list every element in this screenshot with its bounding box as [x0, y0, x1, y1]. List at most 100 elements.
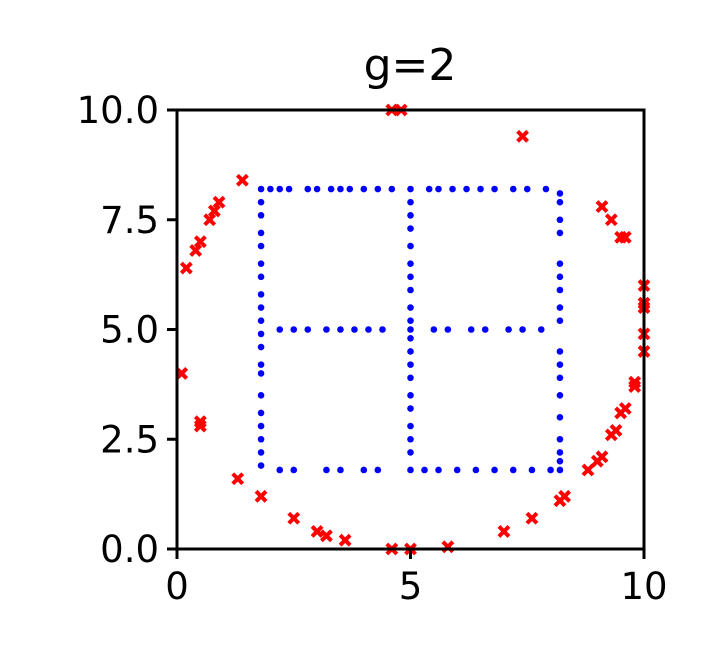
red-x-marker: [212, 195, 226, 209]
blue-point: [556, 317, 564, 325]
red-x-marker: [516, 129, 529, 143]
blue-point: [407, 405, 414, 412]
red-x-marker: [231, 472, 245, 486]
blue-point: [421, 466, 428, 474]
blue-point: [257, 392, 265, 399]
y-tick-label: 10.0: [77, 89, 159, 132]
blue-point: [477, 185, 484, 193]
blue-point: [257, 409, 265, 417]
blue-point: [290, 466, 298, 474]
blue-point: [360, 185, 368, 193]
blue-point: [556, 190, 564, 197]
blue-point: [290, 326, 298, 333]
blue-point: [519, 326, 526, 333]
red-x-marker: [628, 375, 642, 389]
chart-title: g=2: [364, 40, 457, 91]
blue-point: [467, 326, 475, 333]
blue-point: [257, 229, 265, 237]
red-x-marker: [203, 213, 217, 227]
blue-point: [556, 361, 564, 368]
red-x-marker: [581, 463, 595, 477]
blue-point: [257, 330, 265, 338]
blue-point: [463, 185, 470, 193]
blue-point: [346, 185, 354, 193]
red-x-marker: [179, 261, 193, 275]
blue-point: [407, 225, 414, 232]
blue-point: [374, 185, 382, 193]
blue-point: [556, 435, 564, 443]
red-x-marker: [595, 200, 609, 213]
blue-point: [505, 326, 512, 333]
blue-point: [435, 185, 442, 193]
red-x-marker: [207, 204, 221, 218]
red-x-marker: [497, 525, 511, 538]
red-x-marker: [525, 511, 539, 525]
red-x-marker: [193, 235, 207, 249]
blue-point: [388, 185, 396, 193]
blue-point: [276, 466, 284, 474]
blue-point: [257, 242, 265, 250]
blue-point: [257, 198, 265, 206]
blue-point: [481, 326, 489, 333]
blue-point: [327, 185, 335, 193]
blue-point: [379, 326, 386, 333]
blue-point: [365, 326, 372, 333]
blue-point: [407, 374, 414, 382]
blue-point: [453, 466, 461, 474]
blue-point: [556, 273, 564, 281]
blue-point: [407, 198, 414, 206]
blue-point: [556, 198, 564, 206]
blue-point: [407, 273, 414, 281]
blue-point: [449, 185, 456, 193]
blue-point: [257, 304, 265, 311]
blue-point: [556, 466, 564, 474]
blue-point: [407, 304, 414, 311]
red-x-marker: [193, 419, 207, 433]
blue-point: [360, 466, 368, 474]
blue-point: [257, 449, 265, 456]
red-x-marker: [604, 213, 618, 227]
y-tick-label: 5.0: [100, 309, 159, 352]
blue-point: [323, 466, 330, 474]
blue-point: [351, 326, 358, 333]
red-x-marker: [609, 424, 623, 437]
blue-point: [257, 370, 265, 377]
points-layer: [175, 103, 651, 556]
blue-point: [556, 286, 564, 294]
blue-point: [528, 466, 536, 474]
blue-point: [337, 185, 344, 193]
blue-point: [407, 392, 414, 399]
blue-point: [407, 449, 414, 456]
blue-point: [276, 326, 284, 333]
blue-point: [337, 466, 344, 474]
blue-point: [407, 334, 414, 342]
blue-point: [407, 185, 414, 193]
x-tick-label: 0: [165, 565, 189, 608]
x-tick-label: 5: [399, 565, 423, 608]
blue-point: [407, 326, 414, 333]
red-x-marker: [338, 533, 352, 547]
blue-point: [407, 466, 414, 474]
blue-point: [407, 361, 414, 368]
x-tick-label: 10: [620, 565, 667, 608]
red-x-marker: [320, 529, 333, 543]
blue-point: [556, 392, 564, 399]
y-tick-label: 2.5: [100, 418, 159, 461]
red-x-marker: [618, 402, 632, 415]
blue-point: [425, 185, 433, 193]
blue-point: [556, 449, 564, 456]
blue-point: [285, 185, 293, 193]
blue-point: [491, 466, 498, 474]
red-x-marker: [595, 450, 609, 464]
red-x-marker: [558, 489, 572, 503]
blue-point: [509, 466, 517, 474]
blue-point: [556, 414, 564, 421]
blue-point: [257, 361, 265, 368]
blue-point: [407, 348, 414, 355]
blue-point: [407, 212, 414, 219]
red-x-marker: [310, 525, 324, 538]
blue-point: [257, 212, 265, 219]
blue-point: [556, 216, 564, 224]
blue-point: [257, 435, 265, 443]
red-x-marker: [287, 511, 301, 525]
